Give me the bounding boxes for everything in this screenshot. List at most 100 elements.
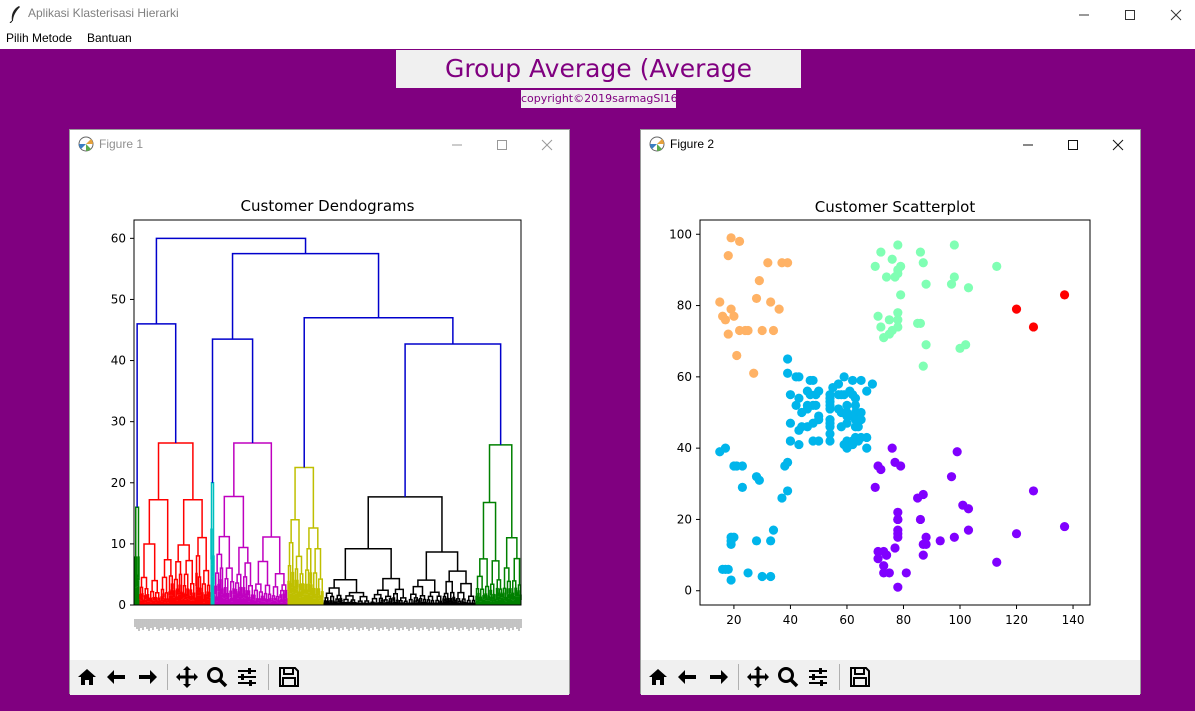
toolbar-home-button[interactable]	[644, 663, 672, 691]
scatter-point	[896, 290, 906, 300]
scatter-point	[853, 422, 863, 432]
dendrogram-link	[495, 594, 498, 601]
dendrogram-link	[280, 599, 283, 603]
figure-2-title: Figure 2	[670, 137, 715, 151]
dendrogram-link	[380, 599, 384, 602]
figure-2-minimize-button[interactable]	[1005, 130, 1050, 159]
dendrogram-link	[513, 557, 521, 586]
dendrogram-link	[178, 584, 181, 595]
minimize-button[interactable]	[1061, 0, 1107, 29]
dendrogram-link	[350, 600, 353, 604]
dendrogram-link	[446, 597, 450, 602]
scatter-point	[811, 400, 821, 410]
dendrogram-link	[301, 583, 305, 596]
dendrogram-link	[245, 590, 248, 598]
toolbar-pan-button[interactable]	[744, 663, 772, 691]
dendrogram-link	[295, 555, 303, 574]
dendrogram-link	[444, 599, 447, 602]
toolbar-pan-button[interactable]	[173, 663, 201, 691]
dendrogram-link	[260, 595, 264, 600]
dendrogram-link	[178, 573, 183, 593]
dendrogram-link	[166, 598, 169, 603]
toolbar-save-button[interactable]	[275, 663, 303, 691]
scatter-point	[794, 393, 804, 403]
scatter-point	[850, 393, 861, 403]
scatter-point	[879, 561, 889, 571]
dendrogram-link	[164, 592, 169, 600]
scatter-point	[946, 279, 957, 289]
toolbar-configure-button[interactable]	[804, 663, 832, 691]
dendrogram-top-link	[211, 338, 254, 483]
dendrogram-link	[197, 576, 202, 589]
scatter-point	[873, 311, 883, 321]
zoom-icon	[207, 667, 228, 688]
dendrogram-link	[223, 495, 245, 548]
dendrogram-link	[280, 589, 285, 596]
dendrogram-link	[517, 590, 520, 597]
dendrogram-link	[282, 593, 285, 601]
dendrogram-link	[223, 593, 226, 599]
dendrogram-link	[455, 599, 458, 603]
dendrogram-link	[206, 584, 211, 593]
x-tick-label: 80	[896, 613, 911, 627]
toolbar-back-button[interactable]	[674, 663, 702, 691]
dendrogram-chart[interactable]: Customer Dendograms 0 10 20 30 40 50 60	[70, 159, 571, 660]
dendrogram-link	[508, 588, 512, 595]
scatter-point	[723, 251, 733, 261]
scatter-point	[757, 571, 767, 582]
dendrogram-link	[271, 595, 276, 601]
scatter-point	[862, 443, 872, 453]
dendrogram-link	[287, 565, 292, 584]
dendrogram-link	[175, 596, 178, 601]
dendrogram-link	[258, 598, 261, 601]
scatter-chart[interactable]: Customer Scatterplot 20 40 60 80 100 120 140 0 20…	[641, 159, 1142, 660]
dendrogram-link	[157, 442, 194, 500]
scatter-point	[1059, 521, 1070, 532]
scatter-point	[743, 568, 753, 578]
toolbar-home-button[interactable]	[73, 663, 101, 691]
dendrogram-link	[215, 572, 220, 587]
toolbar-forward-button[interactable]	[133, 663, 161, 691]
dendrogram-link	[436, 595, 442, 602]
scatter-point	[963, 504, 974, 514]
dendrogram-link	[238, 546, 249, 575]
toolbar-back-button[interactable]	[103, 663, 131, 691]
dendrogram-link	[332, 600, 335, 604]
toolbar-zoom-button[interactable]	[774, 663, 802, 691]
dendrogram-link	[135, 506, 140, 558]
toolbar-configure-button[interactable]	[233, 663, 261, 691]
figure-1-maximize-button[interactable]	[479, 130, 524, 159]
y-tick-label: 80	[677, 299, 692, 313]
scatter-point	[921, 539, 931, 549]
toolbar-forward-button[interactable]	[704, 663, 732, 691]
figure-1-titlebar: Figure 1	[70, 130, 569, 159]
maximize-icon	[1125, 9, 1135, 20]
close-button[interactable]	[1153, 0, 1195, 29]
maximize-button[interactable]	[1107, 0, 1153, 29]
chart-title: Customer Dendograms	[241, 197, 415, 215]
dendrogram-link	[315, 588, 318, 597]
figure-2-close-button[interactable]	[1095, 130, 1140, 159]
figure-2-maximize-button[interactable]	[1050, 130, 1095, 159]
configure-icon	[809, 668, 827, 686]
menu-pilih-metode[interactable]: Pilih Metode	[6, 31, 73, 45]
dendrogram-link	[140, 576, 148, 589]
scatter-series-4	[715, 354, 877, 585]
scatter-point	[825, 429, 835, 439]
toolbar-zoom-button[interactable]	[203, 663, 231, 691]
scatter-point	[921, 279, 931, 289]
dendrogram-link	[378, 597, 383, 603]
dendrogram-link	[422, 598, 427, 602]
scatter-point	[856, 415, 866, 425]
dendrogram-link	[435, 599, 440, 603]
dendrogram-link	[506, 588, 509, 595]
scatter-point	[893, 514, 903, 525]
toolbar-save-button[interactable]	[846, 663, 874, 691]
menu-bantuan[interactable]: Bantuan	[87, 31, 132, 45]
figure-1-minimize-button[interactable]	[434, 130, 479, 159]
figure-1-close-button[interactable]	[524, 130, 569, 159]
scatter-point	[856, 407, 866, 418]
scatter-point	[862, 386, 872, 396]
feather-icon	[9, 6, 20, 23]
dendrogram-link	[317, 588, 321, 597]
